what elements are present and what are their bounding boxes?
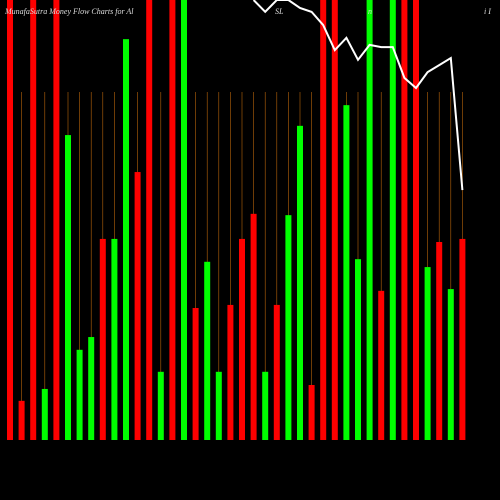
bar: [192, 308, 199, 440]
bar: [181, 0, 187, 440]
bar: [41, 388, 48, 440]
bar: [88, 337, 95, 440]
bar: [459, 238, 466, 440]
bar: [111, 238, 118, 440]
flow-line: [252, 0, 464, 191]
bar: [215, 371, 222, 440]
bar: [320, 0, 327, 440]
bar: [134, 172, 141, 441]
chart-title: i I: [484, 7, 491, 16]
bar: [157, 371, 164, 440]
chart-title: MunafaSutra Money Flow Charts for Al: [4, 7, 134, 16]
bar: [378, 290, 385, 440]
bar: [436, 242, 443, 440]
bar: [262, 371, 269, 440]
bar: [413, 0, 419, 440]
bar: [331, 0, 338, 440]
bar: [30, 0, 37, 440]
chart-title: SL: [275, 7, 284, 16]
bar: [285, 215, 292, 440]
bar: [355, 259, 361, 440]
bar: [65, 135, 71, 440]
bar: [239, 238, 245, 440]
bar: [401, 0, 408, 440]
bar: [389, 0, 396, 440]
chart-title: n: [368, 7, 372, 16]
bar: [18, 400, 25, 440]
bar: [123, 39, 129, 440]
bar: [447, 289, 454, 440]
bar: [99, 238, 106, 440]
bar: [227, 304, 234, 440]
bar: [250, 213, 257, 440]
bar: [297, 125, 303, 440]
bar: [308, 385, 315, 440]
bar: [424, 267, 431, 440]
bar: [146, 0, 153, 440]
bar: [53, 0, 60, 440]
bar: [343, 105, 350, 440]
bar: [273, 304, 280, 440]
bar: [7, 0, 13, 440]
bar: [169, 0, 176, 440]
bar: [204, 261, 211, 440]
bar: [366, 0, 373, 440]
bar: [76, 349, 83, 440]
